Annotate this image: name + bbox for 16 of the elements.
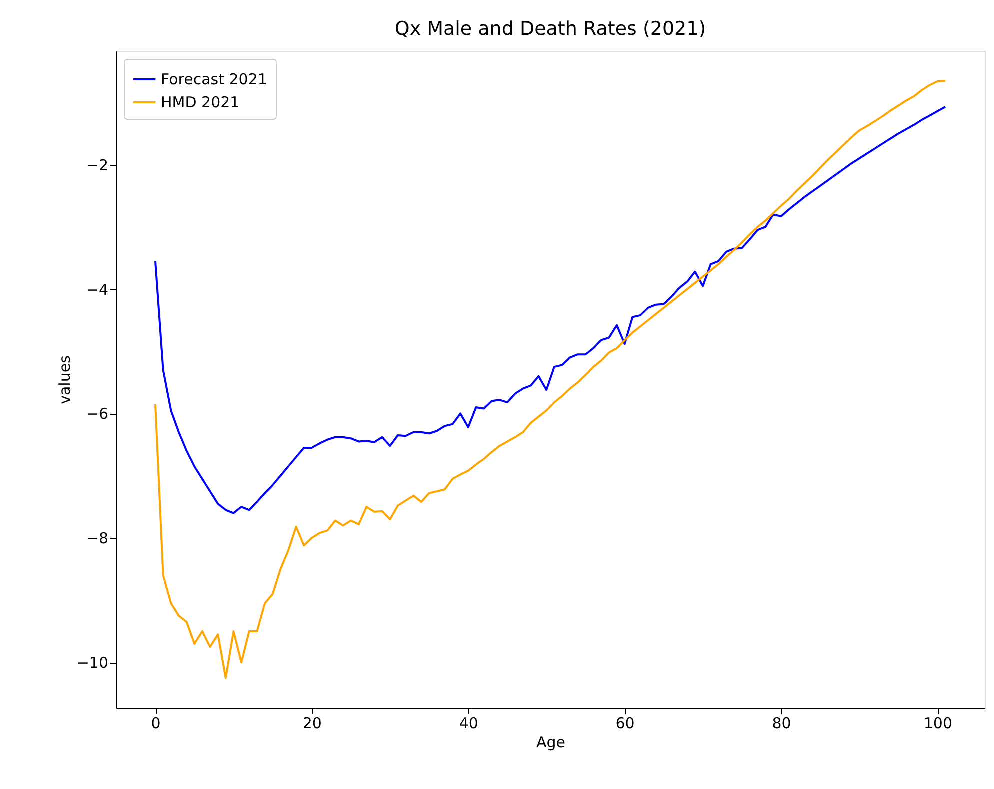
x-tick-label: 40 <box>459 714 478 732</box>
x-tick-label: 20 <box>302 714 322 732</box>
legend-label: Forecast 2021 <box>161 70 268 88</box>
y-tick-label: −8 <box>86 530 108 548</box>
y-tick-label: −4 <box>86 280 108 299</box>
y-tick-label: −2 <box>86 156 108 174</box>
y-axis-title: values <box>56 355 74 404</box>
y-tick-label: −6 <box>86 405 108 424</box>
x-tick-label: 60 <box>616 714 635 732</box>
y-tick-label: −10 <box>76 654 108 672</box>
legend-label: HMD 2021 <box>161 94 240 112</box>
x-tick-label: 0 <box>151 714 161 732</box>
x-tick-label: 100 <box>924 714 952 732</box>
x-axis-title: Age <box>536 734 566 752</box>
chart-title: Qx Male and Death Rates (2021) <box>394 18 706 40</box>
x-tick-label: 80 <box>772 714 792 732</box>
